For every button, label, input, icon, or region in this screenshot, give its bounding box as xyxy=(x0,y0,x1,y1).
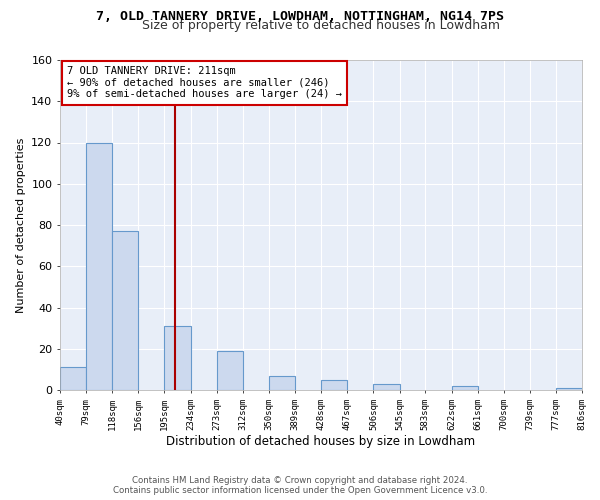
Text: Contains HM Land Registry data © Crown copyright and database right 2024.
Contai: Contains HM Land Registry data © Crown c… xyxy=(113,476,487,495)
Title: Size of property relative to detached houses in Lowdham: Size of property relative to detached ho… xyxy=(142,20,500,32)
Bar xyxy=(112,231,138,390)
Text: 7, OLD TANNERY DRIVE, LOWDHAM, NOTTINGHAM, NG14 7PS: 7, OLD TANNERY DRIVE, LOWDHAM, NOTTINGHA… xyxy=(96,10,504,23)
Bar xyxy=(164,326,191,390)
Bar xyxy=(269,376,295,390)
Bar xyxy=(556,388,582,390)
Bar xyxy=(452,386,478,390)
Bar xyxy=(217,351,243,390)
Y-axis label: Number of detached properties: Number of detached properties xyxy=(16,138,26,312)
Bar xyxy=(86,142,112,390)
Bar xyxy=(373,384,400,390)
Bar xyxy=(321,380,347,390)
Text: 7 OLD TANNERY DRIVE: 211sqm
← 90% of detached houses are smaller (246)
9% of sem: 7 OLD TANNERY DRIVE: 211sqm ← 90% of det… xyxy=(67,66,342,100)
X-axis label: Distribution of detached houses by size in Lowdham: Distribution of detached houses by size … xyxy=(166,436,476,448)
Bar xyxy=(60,368,86,390)
